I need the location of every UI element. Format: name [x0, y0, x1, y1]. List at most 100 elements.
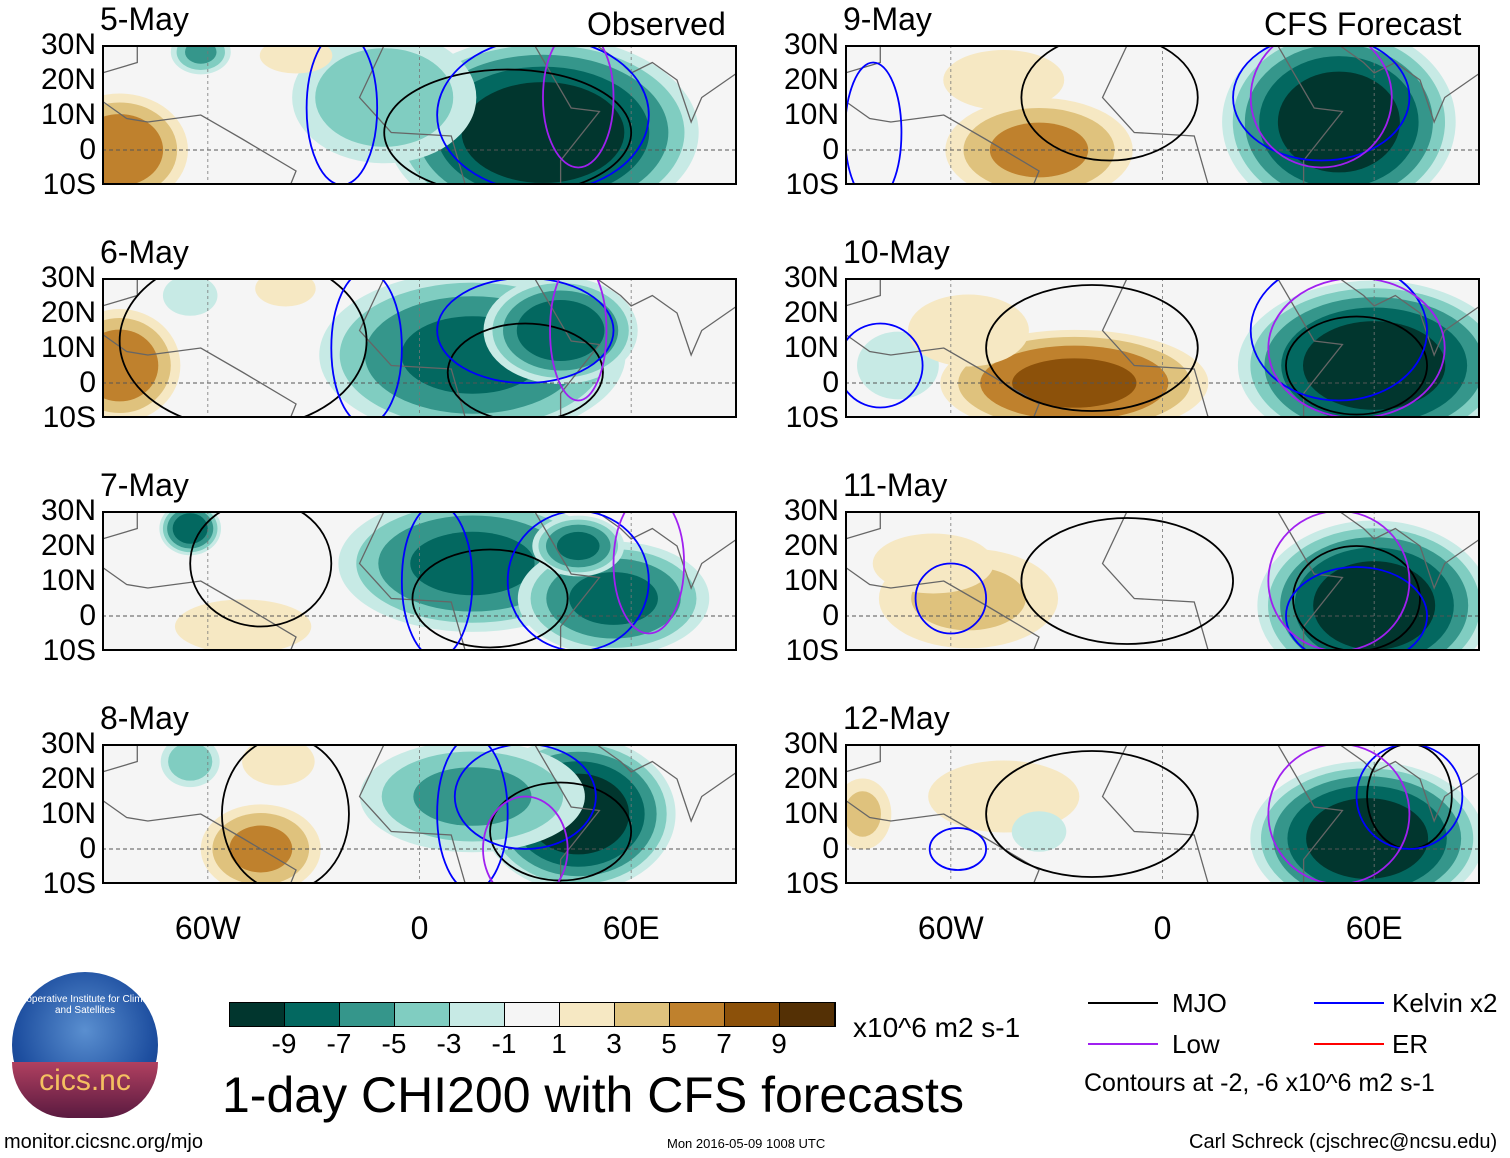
kelvin-contour — [914, 562, 988, 635]
kelvin-contour — [1232, 45, 1411, 162]
lat-tick-label: 0 — [79, 599, 96, 632]
lat-tick-label: 10N — [40, 564, 96, 597]
lat-tick-label: 0 — [822, 599, 839, 632]
logo-ring-text: Cooperative Institute for Climate and Sa… — [13, 994, 157, 1016]
cics-logo: Cooperative Institute for Climate and Sa… — [12, 972, 158, 1118]
colorbar-swatch — [230, 1003, 285, 1026]
low-contour — [549, 278, 608, 402]
legend-low: Low — [1172, 1029, 1220, 1059]
panel-frame — [102, 744, 737, 884]
asia-outline — [586, 278, 737, 357]
low-contour — [1267, 744, 1411, 884]
low-line-swatch — [1088, 1043, 1158, 1045]
mjo-contour — [118, 278, 368, 418]
lat-tick-label: 30N — [40, 28, 96, 61]
figure-title: 1-day CHI200 with CFS forecasts — [222, 1067, 964, 1123]
lat-tick-label: 20N — [40, 762, 96, 795]
lat-tick-label: 0 — [822, 832, 839, 865]
kelvin-contour — [400, 511, 474, 651]
map-panel — [102, 45, 737, 185]
kelvin-contour — [436, 744, 509, 884]
panel-frame — [102, 278, 737, 418]
lat-tick-label: 20N — [783, 529, 839, 562]
mjo-contour — [221, 744, 350, 884]
colorbar-swatch — [285, 1003, 340, 1026]
mjo-contour — [411, 548, 569, 649]
kelvin-contour — [330, 278, 403, 418]
colorbar-swatch — [340, 1003, 395, 1026]
panel-date: 5-May — [100, 1, 189, 37]
anomaly-shading — [943, 50, 1065, 110]
americas-outline — [102, 45, 297, 185]
mjo-contour — [489, 781, 633, 882]
americas-outline — [845, 278, 1040, 418]
americas-outline — [845, 744, 1040, 884]
kelvin-contour — [1355, 744, 1464, 850]
anomaly-shading — [989, 122, 1089, 178]
mjo-contour — [383, 68, 633, 185]
lat-tick-label: 10N — [783, 331, 839, 364]
anomaly-shading — [162, 278, 218, 316]
lat-tick-label: 10S — [42, 168, 96, 201]
legend-kelvin: Kelvin x2 — [1392, 988, 1498, 1018]
footer-url[interactable]: monitor.cicsnc.org/mjo — [4, 1131, 203, 1153]
lat-tick-label: 10S — [42, 634, 96, 667]
lat-tick-label: 30N — [40, 494, 96, 527]
mjo-contour — [189, 511, 333, 628]
anomaly-shading — [872, 533, 994, 594]
colorbar-swatch — [670, 1003, 725, 1026]
lon-tick-label: 60W — [174, 910, 241, 946]
asia-outline — [1329, 744, 1480, 823]
anomaly-shading — [172, 513, 208, 544]
kelvin-contour — [453, 744, 597, 850]
low-contour — [1267, 511, 1411, 651]
footer-author: Carl Schreck (cjschrec@ncsu.edu) — [1189, 1131, 1498, 1153]
legend-er: ER — [1392, 1029, 1429, 1059]
anomaly-shading — [168, 744, 213, 781]
panel-date: 6-May — [100, 234, 189, 270]
lat-tick-label: 20N — [40, 529, 96, 562]
kelvin-line-swatch — [1314, 1002, 1384, 1004]
lat-tick-label: 10S — [785, 401, 839, 434]
africa-outline — [358, 45, 601, 185]
anomaly-shading — [315, 48, 454, 147]
logo-text: cics.nc — [39, 1064, 131, 1097]
panel-date: 9-May — [843, 1, 932, 37]
colorbar-tick-label: -7 — [326, 1028, 352, 1059]
kelvin-contour — [845, 61, 903, 185]
colorbar-swatch — [560, 1003, 615, 1026]
colorbar-tick-label: 9 — [771, 1028, 787, 1059]
panel-frame — [102, 45, 737, 185]
colorbar-tick-label: 1 — [551, 1028, 567, 1059]
lat-tick-label: 10S — [785, 168, 839, 201]
mjo-contour — [985, 284, 1199, 412]
africa-outline — [358, 744, 601, 884]
anomaly-shading — [259, 45, 333, 74]
kelvin-contour — [506, 511, 650, 651]
colorbar-swatch — [450, 1003, 505, 1026]
kelvin-contour — [1249, 278, 1428, 402]
mjo-contour — [1292, 545, 1421, 651]
asia-outline — [1329, 278, 1480, 357]
lat-tick-label: 20N — [783, 762, 839, 795]
map-panel — [845, 511, 1480, 651]
colorbar-swatch — [615, 1003, 670, 1026]
lat-tick-label: 30N — [40, 727, 96, 760]
anomaly-shading — [1313, 561, 1436, 650]
lat-tick-label: 10N — [783, 98, 839, 131]
lat-tick-label: 10S — [42, 401, 96, 434]
footer-timestamp: Mon 2016-05-09 1008 UTC — [667, 1136, 826, 1151]
americas-outline — [102, 744, 297, 884]
lat-tick-label: 10N — [783, 797, 839, 830]
asia-outline — [586, 511, 737, 590]
colorbar-tick-label: -9 — [271, 1028, 297, 1059]
anomaly-shading — [1012, 358, 1137, 408]
kelvin-contour — [305, 45, 379, 185]
low-contour — [1249, 45, 1393, 169]
mjo-contour — [1020, 517, 1234, 645]
colorbar-tick-label: -1 — [491, 1028, 517, 1059]
colorbar-tick-label: 7 — [716, 1028, 732, 1059]
panel-date: 11-May — [843, 467, 948, 503]
panel-date: 12-May — [843, 700, 950, 736]
africa-outline — [358, 278, 601, 418]
